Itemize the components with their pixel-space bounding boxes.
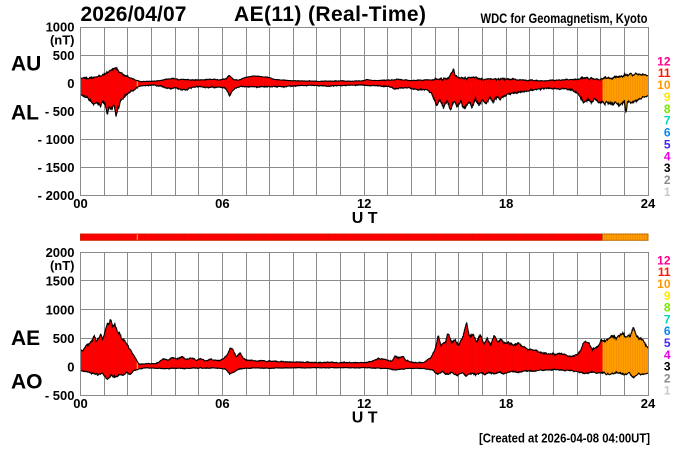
svg-text:4: 4 (664, 348, 671, 362)
svg-text:24: 24 (641, 396, 656, 411)
svg-text:5: 5 (664, 138, 671, 152)
svg-text:6: 6 (664, 324, 671, 338)
svg-text:9: 9 (664, 289, 671, 303)
svg-text:0: 0 (67, 360, 74, 375)
svg-text:- 2000: - 2000 (38, 188, 75, 203)
svg-text:1500: 1500 (46, 274, 75, 289)
svg-text:10: 10 (657, 277, 671, 291)
svg-text:8: 8 (664, 301, 671, 315)
svg-text:18: 18 (499, 196, 513, 211)
svg-text:11: 11 (658, 66, 671, 80)
svg-text:AO: AO (11, 371, 43, 394)
svg-text:500: 500 (53, 48, 75, 63)
svg-text:06: 06 (215, 396, 229, 411)
svg-text:1: 1 (664, 185, 671, 199)
svg-text:U T: U T (352, 210, 378, 227)
svg-text:[Created at 2026-04-08 04:00UT: [Created at 2026-04-08 04:00UT] (479, 432, 650, 446)
svg-text:3: 3 (664, 360, 671, 374)
svg-text:00: 00 (73, 396, 87, 411)
svg-text:2: 2 (664, 173, 671, 187)
svg-text:2: 2 (664, 372, 671, 386)
svg-text:18: 18 (499, 396, 513, 411)
svg-text:5: 5 (664, 336, 671, 350)
svg-text:12: 12 (657, 54, 671, 68)
svg-text:11: 11 (658, 265, 671, 279)
svg-text:1000: 1000 (46, 20, 75, 35)
svg-text:WDC for Geomagnetism, Kyoto: WDC for Geomagnetism, Kyoto (481, 11, 648, 26)
svg-text:12: 12 (357, 196, 371, 211)
svg-text:7: 7 (664, 114, 671, 128)
svg-text:(nT): (nT) (50, 258, 75, 273)
svg-text:2000: 2000 (46, 245, 75, 260)
svg-text:3: 3 (664, 161, 671, 175)
svg-text:AE(11) (Real-Time): AE(11) (Real-Time) (234, 3, 426, 26)
svg-text:- 500: - 500 (45, 388, 75, 403)
svg-text:AU: AU (11, 53, 41, 76)
svg-text:1000: 1000 (46, 302, 75, 317)
svg-text:U T: U T (352, 410, 378, 427)
svg-text:10: 10 (657, 78, 671, 92)
svg-text:0: 0 (67, 76, 74, 91)
svg-text:- 500: - 500 (45, 104, 75, 119)
svg-text:6: 6 (664, 126, 671, 140)
svg-text:4: 4 (664, 149, 671, 163)
svg-text:24: 24 (641, 196, 656, 211)
svg-text:AL: AL (11, 102, 39, 125)
svg-text:9: 9 (664, 90, 671, 104)
svg-text:7: 7 (664, 312, 671, 326)
svg-text:00: 00 (73, 196, 87, 211)
svg-text:AE: AE (11, 327, 40, 350)
svg-text:(nT): (nT) (50, 33, 75, 48)
svg-text:- 1500: - 1500 (38, 160, 75, 175)
svg-text:- 1000: - 1000 (38, 132, 75, 147)
svg-text:2026/04/07: 2026/04/07 (81, 3, 187, 26)
svg-text:500: 500 (53, 331, 75, 346)
svg-text:06: 06 (215, 196, 229, 211)
svg-text:12: 12 (657, 253, 671, 267)
svg-text:12: 12 (357, 396, 371, 411)
svg-text:8: 8 (664, 102, 671, 116)
svg-text:1: 1 (664, 383, 671, 397)
